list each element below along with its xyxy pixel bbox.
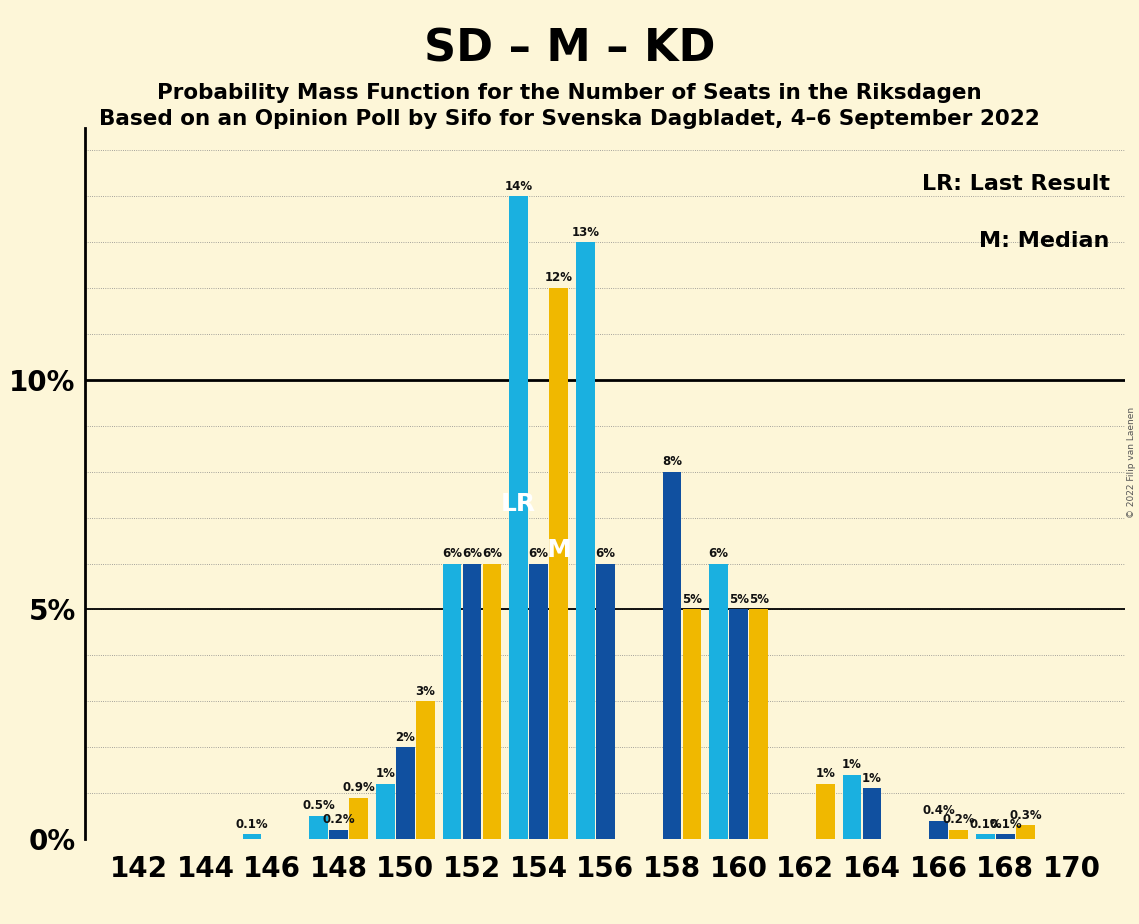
Text: LR: Last Result: LR: Last Result (921, 174, 1109, 194)
Bar (483, 564, 501, 839)
Text: 6%: 6% (708, 547, 729, 560)
Text: 0.1%: 0.1% (236, 818, 269, 831)
Text: 0.1%: 0.1% (989, 818, 1022, 831)
Text: 6%: 6% (462, 547, 482, 560)
Text: 1%: 1% (842, 758, 862, 771)
Bar (549, 288, 568, 839)
Text: 0.2%: 0.2% (942, 813, 975, 826)
Text: 0.3%: 0.3% (1009, 808, 1042, 821)
Bar (949, 830, 968, 839)
Text: 6%: 6% (482, 547, 502, 560)
Bar (816, 784, 835, 839)
Bar (682, 610, 702, 839)
Text: 1%: 1% (816, 767, 835, 780)
Text: 1%: 1% (862, 772, 882, 784)
Bar (530, 564, 548, 839)
Text: Probability Mass Function for the Number of Seats in the Riksdagen: Probability Mass Function for the Number… (157, 83, 982, 103)
Bar (749, 610, 768, 839)
Text: 0.2%: 0.2% (322, 813, 355, 826)
Text: 14%: 14% (505, 179, 533, 193)
Bar (576, 242, 595, 839)
Bar (350, 797, 368, 839)
Text: 5%: 5% (682, 593, 702, 606)
Text: 5%: 5% (729, 593, 748, 606)
Bar (710, 564, 728, 839)
Bar (416, 701, 435, 839)
Text: 0.1%: 0.1% (969, 818, 1001, 831)
Text: 0.4%: 0.4% (923, 804, 956, 817)
Text: 1%: 1% (376, 767, 395, 780)
Text: 5%: 5% (748, 593, 769, 606)
Text: 8%: 8% (662, 456, 682, 468)
Bar (376, 784, 395, 839)
Bar (509, 197, 528, 839)
Bar (310, 816, 328, 839)
Text: M: M (547, 538, 571, 562)
Bar (976, 834, 994, 839)
Bar (929, 821, 948, 839)
Bar (243, 834, 262, 839)
Text: LR: LR (501, 492, 536, 516)
Bar (1016, 825, 1034, 839)
Bar (663, 472, 681, 839)
Bar (396, 748, 415, 839)
Text: 2%: 2% (395, 731, 416, 744)
Text: 6%: 6% (528, 547, 549, 560)
Text: 0.5%: 0.5% (302, 799, 335, 812)
Text: 6%: 6% (596, 547, 615, 560)
Bar (443, 564, 461, 839)
Bar (462, 564, 482, 839)
Text: 12%: 12% (544, 272, 573, 285)
Text: SD – M – KD: SD – M – KD (424, 28, 715, 71)
Text: 13%: 13% (572, 225, 599, 238)
Text: © 2022 Filip van Laenen: © 2022 Filip van Laenen (1126, 407, 1136, 517)
Bar (843, 774, 861, 839)
Text: 3%: 3% (416, 685, 435, 698)
Text: Based on an Opinion Poll by Sifo for Svenska Dagbladet, 4–6 September 2022: Based on an Opinion Poll by Sifo for Sve… (99, 109, 1040, 129)
Bar (862, 788, 882, 839)
Text: M: Median: M: Median (980, 231, 1109, 250)
Bar (329, 830, 349, 839)
Bar (596, 564, 615, 839)
Text: 0.9%: 0.9% (343, 781, 375, 794)
Bar (729, 610, 748, 839)
Bar (995, 834, 1015, 839)
Text: 6%: 6% (442, 547, 462, 560)
